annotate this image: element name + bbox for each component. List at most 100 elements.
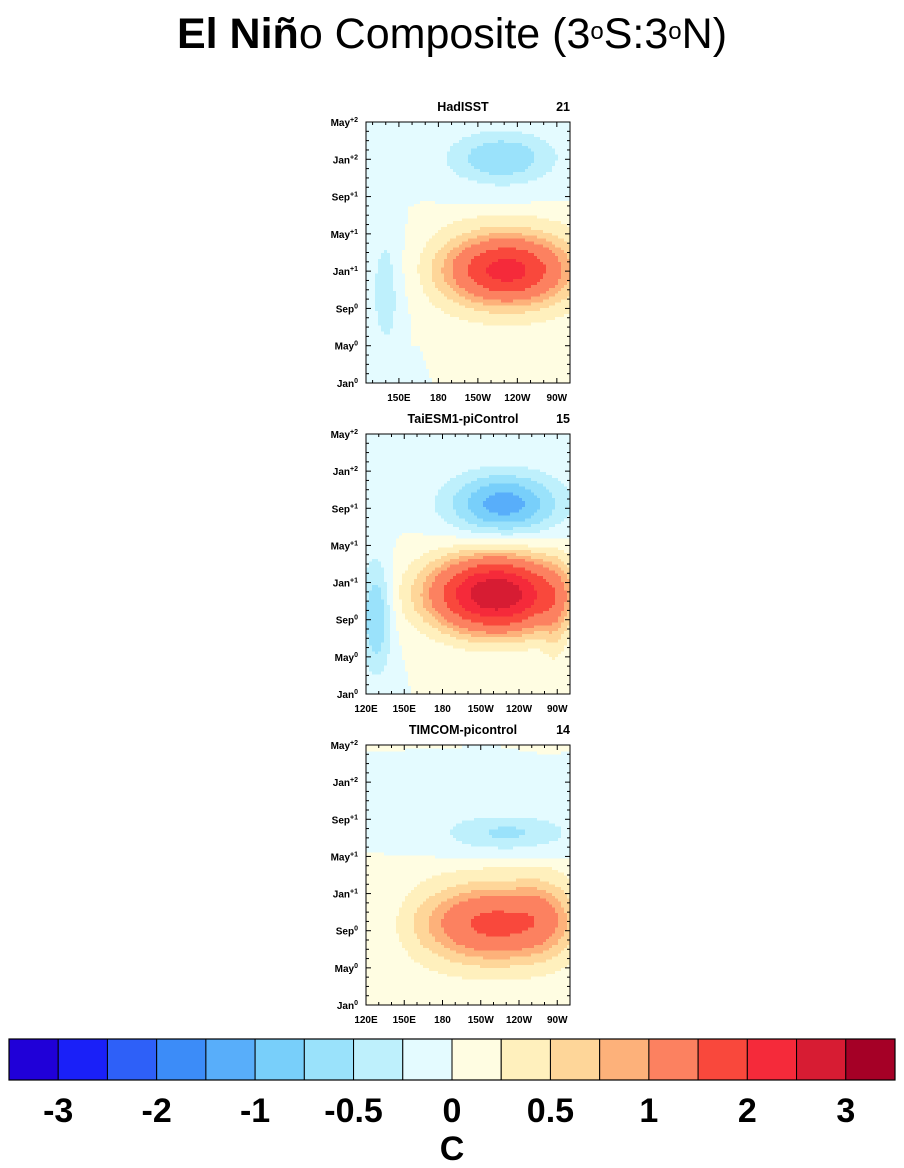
heatmap-cell [402,304,406,309]
heatmap-cell [468,327,472,332]
heatmap-cell [375,191,379,196]
heatmap-cell [372,304,376,309]
heatmap-cell [444,301,448,306]
heatmap-cell [498,177,502,181]
heatmap-cell [420,182,424,187]
heatmap-cell [438,255,442,259]
heatmap-cell [507,139,511,143]
heatmap-cell [498,319,502,323]
heatmap-cell [507,249,511,254]
heatmap-cell [375,287,379,291]
heatmap-cell [495,322,499,326]
heatmap-cell [498,252,502,256]
heatmap-cell [465,124,469,129]
heatmap-cell [429,171,433,175]
heatmap-cell [468,229,472,233]
heatmap-cell [498,209,502,213]
heatmap-cell [468,319,472,323]
heatmap-cell [390,249,394,254]
heatmap-cell [441,359,445,364]
heatmap-cell [426,168,430,172]
heatmap-cell [462,365,466,370]
heatmap-cell [432,246,436,251]
heatmap-cell [447,368,451,372]
heatmap-cell [423,165,427,169]
heatmap-cell [498,261,502,265]
heatmap-cell [441,258,445,262]
heatmap-cell [396,255,400,259]
heatmap-cell [492,235,496,239]
heatmap-cell [441,174,445,178]
heatmap-cell [435,188,439,193]
heatmap-cell [366,269,370,274]
heatmap-cell [390,380,394,384]
heatmap-cell [447,356,451,361]
heatmap-cell [366,284,370,288]
heatmap-cell [375,290,379,294]
heatmap-cell [459,235,463,239]
heatmap-cell [405,275,409,280]
heatmap-cell [507,211,511,216]
heatmap-cell [498,327,502,332]
heatmap-cell [438,159,442,164]
heatmap-cell [456,217,460,222]
heatmap-cell [423,200,427,204]
heatmap-cell [465,133,469,138]
heatmap-cell [504,258,508,262]
heatmap-cell [390,240,394,245]
heatmap-cell [453,380,457,384]
heatmap-cell [375,255,379,259]
heatmap-cell [477,243,481,248]
heatmap-cell [381,362,385,367]
heatmap-cell [483,122,487,126]
heatmap-cell [378,180,382,184]
heatmap-cell [483,145,487,149]
heatmap-cell [375,246,379,251]
heatmap-cell [426,296,430,300]
heatmap-cell [372,307,376,312]
heatmap-cell [384,258,388,262]
heatmap-cell [507,264,511,268]
heatmap-cell [474,226,478,230]
heatmap-cell [375,310,379,314]
heatmap-cell [483,206,487,210]
heatmap-cell [447,330,451,335]
heatmap-cell [390,156,394,161]
heatmap-cell [474,145,478,149]
heatmap-cell [465,380,469,384]
heatmap-cell [450,339,454,343]
heatmap-cell [501,255,505,259]
heatmap-cell [486,162,490,167]
heatmap-cell [498,362,502,367]
heatmap-cell [510,342,514,346]
heatmap-cell [384,151,388,155]
heatmap-cell [510,351,514,355]
heatmap-cell [381,246,385,251]
heatmap-cell [468,342,472,346]
heatmap-cell [408,365,412,370]
heatmap-cell [405,278,409,283]
heatmap-cell [510,220,514,225]
heatmap-cell [381,223,385,227]
heatmap-cell [495,177,499,181]
heatmap-cell [477,191,481,196]
heatmap-cell [438,325,442,329]
heatmap-cell [471,235,475,239]
heatmap-cell [477,200,481,204]
heatmap-cell [423,124,427,129]
heatmap-cell [408,330,412,335]
heatmap-cell [384,229,388,233]
heatmap-cell [408,275,412,280]
heatmap-cell [408,240,412,245]
heatmap-cell [432,298,436,303]
heatmap-cell [408,203,412,207]
heatmap-cell [417,301,421,306]
heatmap-cell [423,171,427,175]
heatmap-cell [489,156,493,161]
heatmap-cell [504,206,508,210]
heatmap-cell [462,313,466,317]
heatmap-cell [435,261,439,265]
heatmap-cell [486,174,490,178]
heatmap-cell [396,122,400,126]
heatmap-cell [480,249,484,254]
